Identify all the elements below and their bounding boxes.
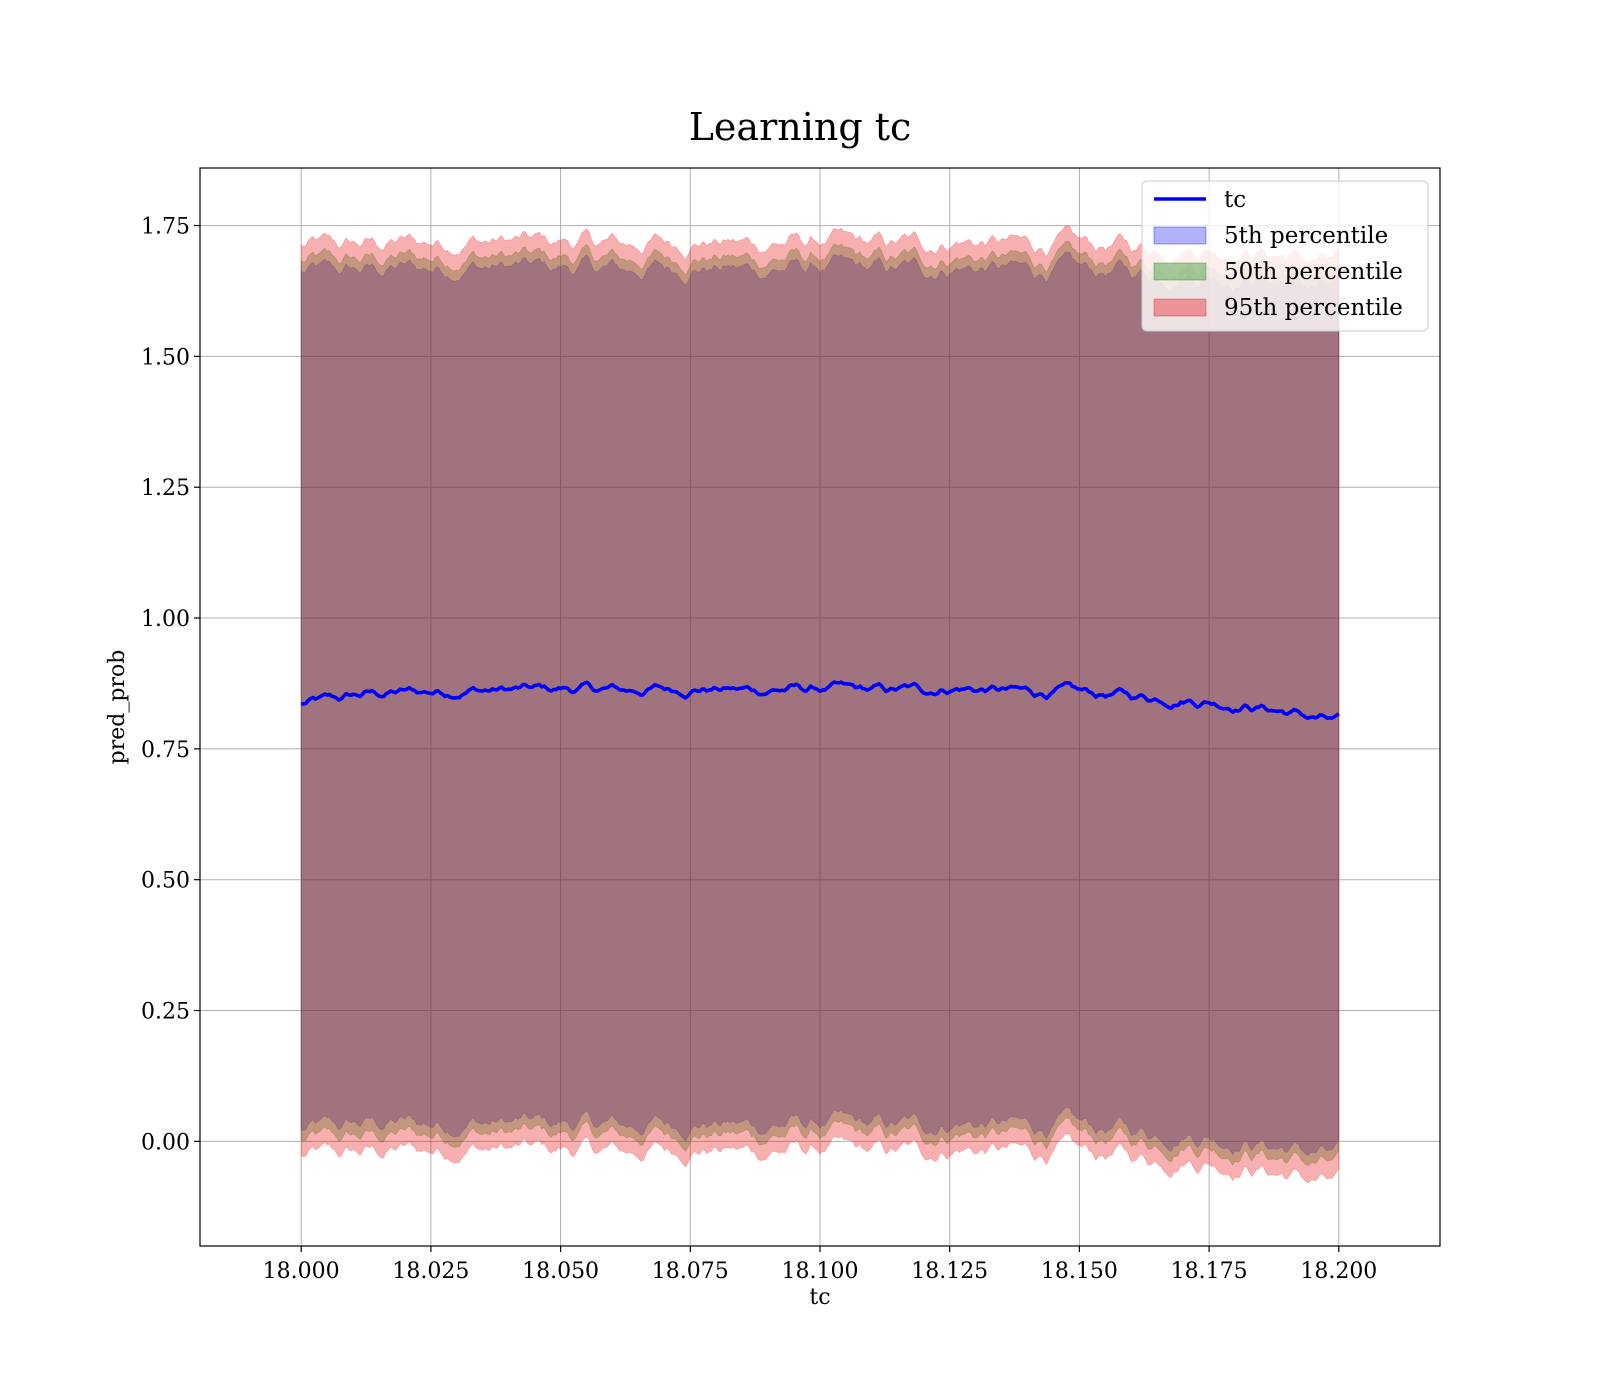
tc-line <box>300 680 1340 720</box>
band-5th <box>300 251 1340 1156</box>
y-tick-label: 0.50 <box>141 869 190 894</box>
x-tick-label: 18.025 <box>392 1259 469 1284</box>
legend-swatch-50th <box>1153 262 1207 281</box>
band-50th <box>300 240 1340 1167</box>
percentile-bands <box>300 225 1340 1184</box>
y-tick-label: 0.25 <box>141 1000 190 1025</box>
chart-title: Learning tc <box>689 105 912 149</box>
grid <box>200 168 1440 1246</box>
legend: tc 5th percentile 50th percentile 95th p… <box>1141 180 1429 332</box>
x-tick-label: 18.200 <box>1300 1259 1377 1284</box>
x-tick-label: 18.075 <box>652 1259 729 1284</box>
x-tick-label: 18.000 <box>263 1259 340 1284</box>
legend-label-50th: 50th percentile <box>1224 259 1403 285</box>
legend-label-5th: 5th percentile <box>1224 223 1388 249</box>
x-axis-label: tc <box>809 1285 830 1310</box>
x-tick-label: 18.175 <box>1171 1259 1248 1284</box>
tc-line-layer <box>300 680 1340 720</box>
legend-frame <box>1141 180 1429 332</box>
x-tick-label: 18.150 <box>1041 1259 1118 1284</box>
y-tick-label: 0.75 <box>141 738 190 763</box>
y-axis-label: pred_prob <box>105 650 130 765</box>
legend-label-95th: 95th percentile <box>1224 295 1403 321</box>
legend-swatch-5th <box>1153 226 1207 245</box>
x-tick-label: 18.050 <box>522 1259 599 1284</box>
band-95th <box>300 225 1340 1184</box>
y-tick-label: 1.25 <box>141 476 190 501</box>
x-ticks: 18.000 18.025 18.050 18.075 18.100 18.125 18.1… <box>263 1246 1377 1284</box>
x-tick-label: 18.125 <box>911 1259 988 1284</box>
y-tick-label: 1.50 <box>141 345 190 370</box>
y-tick-label: 0.00 <box>141 1130 190 1155</box>
x-tick-label: 18.100 <box>782 1259 859 1284</box>
y-tick-label: 1.00 <box>141 607 190 632</box>
legend-label-tc: tc <box>1224 187 1246 213</box>
y-ticks: 0.00 0.25 0.50 0.75 1.00 1.25 1.50 1.75 <box>141 215 200 1155</box>
legend-swatch-95th <box>1153 298 1207 317</box>
y-tick-label: 1.75 <box>141 215 190 240</box>
